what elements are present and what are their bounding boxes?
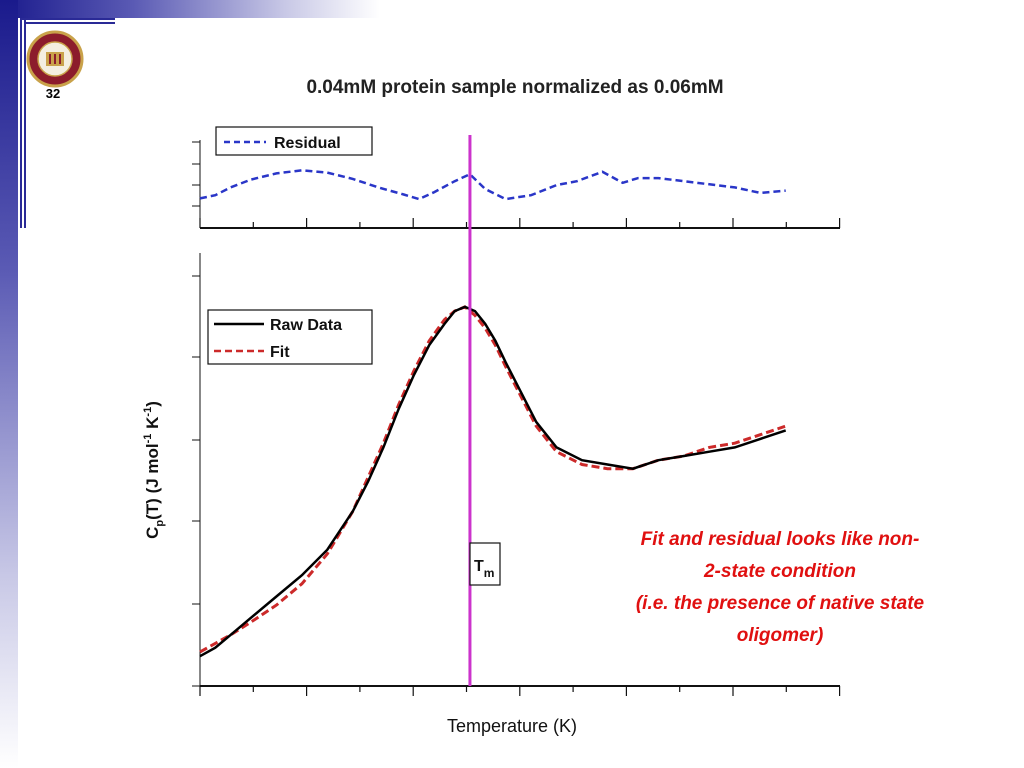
residual-series-line [199,169,786,201]
residual-legend-label: Residual [274,135,341,152]
residual-legend-box [215,126,373,156]
tm-label-box [469,542,501,586]
raw-fit-legend-box [207,309,373,365]
y-axis-label: Cp(T) (J mol-1 K-1) [142,401,166,539]
top-panel-series [199,169,786,201]
top-gradient-bar [0,0,380,18]
top-panel-ticks [192,141,841,228]
fsu-seal-logo [26,30,84,88]
annotation-line-3: (i.e. the presence of native state [636,593,925,614]
annotation-line-4: oligomer) [737,625,824,646]
bottom-panel-ticks [192,275,841,696]
chart-title: 0.04mM protein sample normalized as 0.06… [306,77,723,98]
annotation-line-1: Fit and residual looks like non- [641,529,920,550]
frame-line-left-outer [20,18,22,228]
frame-line-left-inner [24,18,26,228]
fit-legend-label: Fit [270,344,290,361]
raw-legend-label: Raw Data [270,317,342,334]
frame-line-top-outer [20,18,115,20]
annotation-line-2: 2-state condition [703,561,856,582]
frame-line-top-inner [24,22,115,24]
tm-label: Tm [474,558,494,580]
x-axis-label: Temperature (K) [447,716,577,736]
slide-number: 32 [45,86,61,101]
left-gradient-bar [0,0,18,768]
